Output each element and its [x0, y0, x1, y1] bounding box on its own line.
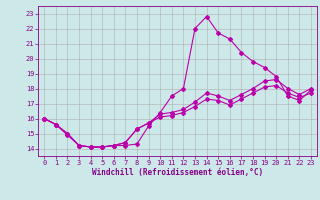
X-axis label: Windchill (Refroidissement éolien,°C): Windchill (Refroidissement éolien,°C) [92, 168, 263, 177]
